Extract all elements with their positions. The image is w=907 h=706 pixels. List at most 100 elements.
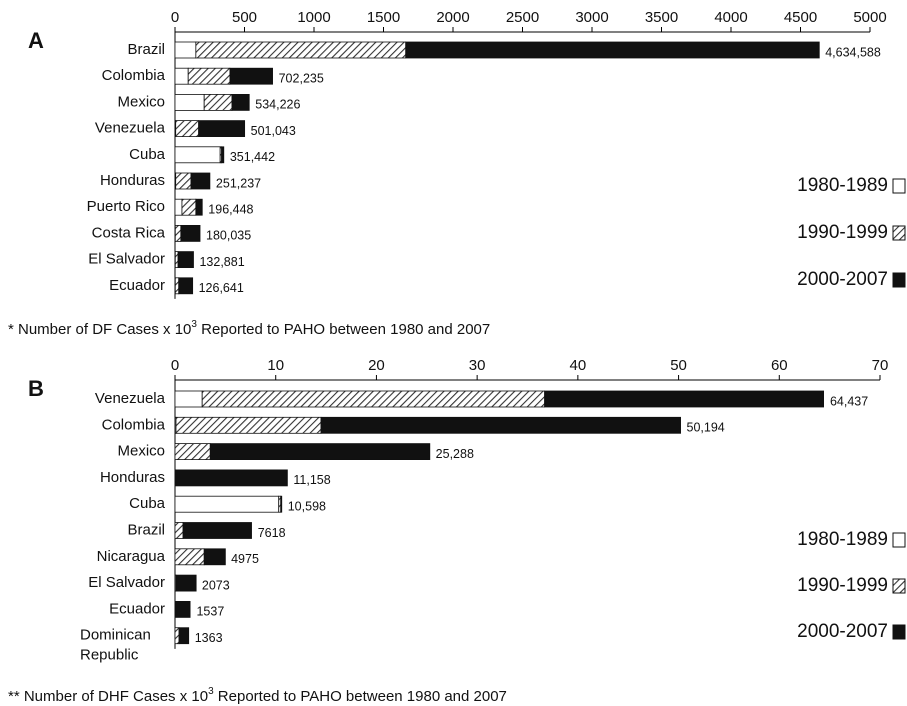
- total-label: 501,043: [251, 124, 296, 138]
- bar-segment: [195, 41, 407, 59]
- bar-segment: [174, 627, 180, 645]
- bar-segment: [174, 443, 211, 461]
- total-label: 1537: [196, 605, 224, 619]
- bar-segment: [209, 443, 431, 461]
- bar-segment: [174, 390, 203, 408]
- total-label: 251,237: [216, 176, 261, 190]
- bar-segment: [229, 67, 273, 85]
- legend-label: 2000-2007: [797, 621, 888, 642]
- bar-segment: [182, 522, 252, 539]
- category-label: Colombia: [102, 416, 166, 433]
- legend-swatch: [892, 178, 906, 194]
- bar-segment: [181, 198, 197, 216]
- category-label: Venezuela: [95, 120, 166, 137]
- bar-segment: [175, 416, 322, 434]
- x-tick-label: 0: [171, 9, 179, 26]
- total-label: 2073: [202, 578, 230, 592]
- category-label: El Salvador: [88, 574, 165, 591]
- total-label: 11,158: [293, 473, 330, 487]
- x-tick-label: 1500: [367, 9, 400, 26]
- bar-segment: [174, 67, 189, 85]
- x-tick-label: 70: [872, 357, 889, 374]
- x-tick-label: 4500: [784, 9, 817, 26]
- footnote: * Number of DF Cases x 103 Reported to P…: [8, 319, 490, 338]
- legend-swatch: [892, 272, 906, 288]
- bar-segment: [175, 574, 197, 592]
- category-label: Brazil: [127, 521, 165, 538]
- bar-segment: [187, 67, 231, 85]
- x-tick-label: 500: [232, 9, 257, 26]
- x-tick-label: 0: [171, 357, 179, 374]
- legend-label: 1990-1999: [797, 222, 888, 243]
- x-tick-label: 50: [670, 357, 687, 374]
- x-tick-label: 1000: [297, 9, 330, 26]
- bar-segment: [175, 120, 200, 137]
- bar-segment: [195, 198, 203, 216]
- legend-label: 1980-1989: [797, 529, 888, 550]
- bar-segment: [174, 198, 183, 216]
- category-label: Mexico: [117, 93, 165, 110]
- x-tick-label: 10: [267, 357, 284, 374]
- legend-swatch: [892, 578, 906, 594]
- total-label: 196,448: [208, 202, 253, 216]
- bar-segment: [178, 277, 194, 295]
- x-tick-label: 20: [368, 357, 385, 374]
- bar-segment: [177, 251, 194, 269]
- bar-segment: [174, 548, 205, 566]
- footnote-part: 3: [191, 319, 197, 330]
- category-label: El Salvador: [88, 251, 165, 268]
- bar-segment: [203, 94, 233, 111]
- footnote-part: 3: [208, 686, 214, 697]
- bar-segment: [178, 627, 190, 645]
- legend-swatch: [892, 225, 906, 241]
- bar-segment: [174, 94, 205, 111]
- bar-segment: [174, 146, 221, 164]
- bar-segment: [203, 548, 226, 566]
- legend-swatch: [892, 532, 906, 548]
- bar-segment: [231, 94, 250, 111]
- footnote-part: * Number of DF Cases x 10: [8, 321, 191, 338]
- category-label: Dominican Republic: [80, 627, 151, 664]
- bar-segment: [221, 146, 225, 164]
- bar-segment: [198, 120, 246, 137]
- x-tick-label: 2000: [436, 9, 469, 26]
- x-tick-label: 5000: [853, 9, 886, 26]
- category-label: Cuba: [129, 495, 166, 512]
- bar-segment: [175, 172, 192, 190]
- category-label: Mexico: [117, 443, 165, 460]
- total-label: 25,288: [436, 447, 474, 461]
- total-label: 702,235: [279, 71, 324, 85]
- category-label: Honduras: [100, 172, 165, 189]
- bar-segment: [174, 277, 180, 295]
- total-label: 126,641: [199, 281, 244, 295]
- x-tick-label: 2500: [506, 9, 539, 26]
- x-tick-label: 4000: [714, 9, 747, 26]
- total-label: 4975: [231, 552, 259, 566]
- bar-segment: [174, 495, 280, 513]
- total-label: 1363: [195, 631, 223, 645]
- x-tick-label: 40: [570, 357, 587, 374]
- bar-segment: [174, 522, 184, 539]
- bar-segment: [174, 41, 197, 59]
- category-label: Costa Rica: [92, 224, 166, 241]
- total-label: 10,598: [288, 499, 326, 513]
- total-label: 132,881: [199, 255, 244, 269]
- category-label: Ecuador: [109, 277, 165, 294]
- x-tick-label: 3000: [575, 9, 608, 26]
- category-label: Cuba: [129, 146, 166, 163]
- category-label: Honduras: [100, 469, 165, 486]
- panel-label: A: [28, 28, 44, 53]
- bar-segment: [174, 251, 179, 269]
- total-label: 4,634,588: [825, 45, 881, 59]
- legend-swatch: [892, 624, 906, 640]
- total-label: 534,226: [255, 98, 300, 112]
- footnote: ** Number of DHF Cases x 103 Reported to…: [8, 686, 507, 705]
- bar-segment: [320, 416, 681, 434]
- total-label: 351,442: [230, 150, 275, 164]
- bar-segment: [280, 495, 283, 513]
- bar-segment: [201, 390, 546, 408]
- total-label: 50,194: [687, 421, 725, 435]
- category-label: Puerto Rico: [87, 198, 165, 215]
- total-label: 180,035: [206, 229, 251, 243]
- footnote-part: ** Number of DHF Cases x 10: [8, 688, 208, 705]
